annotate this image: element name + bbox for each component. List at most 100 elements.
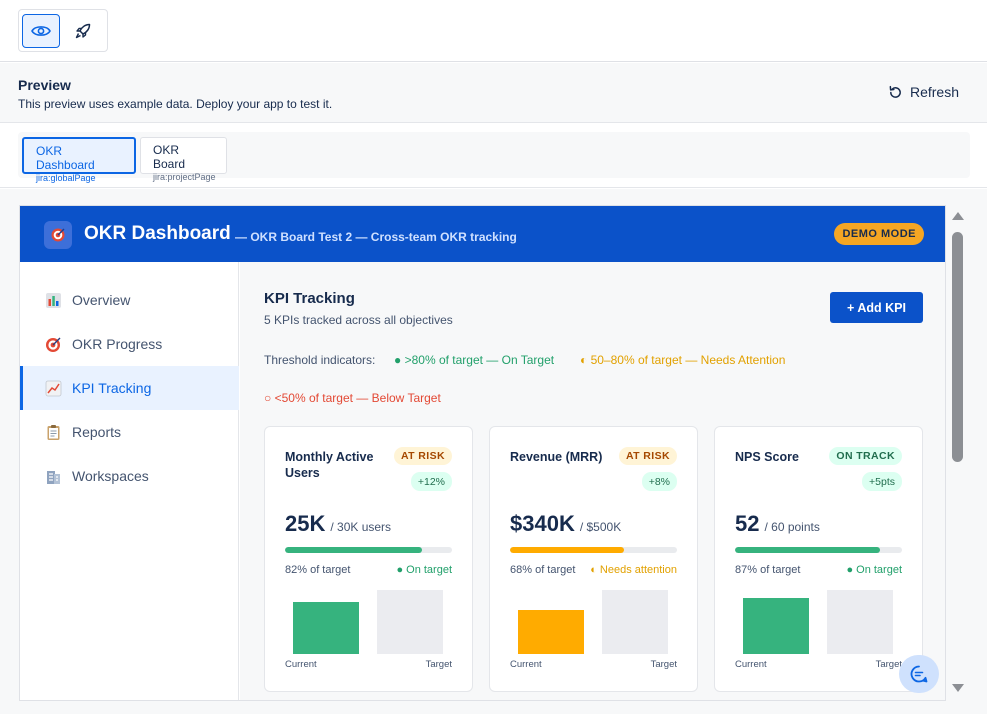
module-tab-okr-board[interactable]: OKR Board jira:projectPage bbox=[140, 137, 227, 182]
current-bar bbox=[518, 610, 584, 654]
state-label: ◐ Needs attention bbox=[590, 564, 677, 576]
scroll-thumb[interactable] bbox=[952, 232, 963, 462]
page-subtitle: 5 KPIs tracked across all objectives bbox=[264, 313, 453, 327]
add-kpi-button[interactable]: + Add KPI bbox=[830, 292, 923, 323]
status-badge: AT RISK bbox=[393, 447, 452, 465]
threshold-needs-attention: ◐ 50–80% of target — Needs Attention bbox=[580, 353, 786, 367]
sidebar-item-workspaces[interactable]: Workspaces bbox=[20, 454, 239, 498]
current-bar-label: Current bbox=[285, 659, 317, 670]
state-label: ● On target bbox=[846, 564, 902, 576]
scroll-down-arrow-icon[interactable] bbox=[951, 683, 965, 693]
eye-icon bbox=[31, 25, 51, 36]
value-row: $340K / $500K bbox=[510, 511, 621, 537]
bar-chart-icon bbox=[45, 292, 62, 309]
app-header: OKR Dashboard — OKR Board Test 2 — Cross… bbox=[20, 206, 945, 262]
current-bar-label: Current bbox=[735, 659, 767, 670]
status-badge: AT RISK bbox=[618, 447, 677, 465]
module-name: OKR Board bbox=[153, 143, 186, 171]
sidebar-item-overview[interactable]: Overview bbox=[20, 278, 239, 322]
threshold-below-target: ○ <50% of target — Below Target bbox=[264, 391, 441, 405]
preview-title: Preview bbox=[18, 77, 71, 93]
kpi-main: KPI Tracking 5 KPIs tracked across all o… bbox=[240, 262, 945, 700]
delta-badge: +12% bbox=[410, 472, 452, 491]
target-bar-label: Target bbox=[650, 659, 677, 670]
chat-icon bbox=[910, 665, 928, 683]
app-subtitle: — OKR Board Test 2 — Cross-team OKR trac… bbox=[235, 230, 517, 244]
current-bar bbox=[743, 598, 809, 654]
kpi-name: Revenue (MRR) bbox=[510, 450, 603, 464]
preview-bar: Preview This preview uses example data. … bbox=[0, 63, 987, 123]
target-icon bbox=[51, 228, 65, 242]
value-row: 52 / 60 points bbox=[735, 511, 820, 537]
vertical-scrollbar[interactable] bbox=[949, 205, 967, 698]
module-tab-okr-dashboard[interactable]: OKR Dashboard jira:globalPage bbox=[22, 137, 136, 183]
module-bar: OKR Dashboard jira:globalPage OKR Board … bbox=[0, 124, 987, 188]
target-bar bbox=[377, 590, 443, 654]
preview-stage: OKR Dashboard — OKR Board Test 2 — Cross… bbox=[0, 189, 987, 714]
module-strip: OKR Dashboard jira:globalPage OKR Board … bbox=[18, 132, 970, 183]
building-icon bbox=[45, 468, 62, 485]
preview-mode-button[interactable] bbox=[22, 13, 60, 48]
kpi-card[interactable]: NPS Score ON TRACK +5pts 52 / 60 points … bbox=[714, 426, 923, 692]
refresh-icon bbox=[889, 85, 901, 98]
chat-help-button[interactable] bbox=[899, 655, 939, 693]
view-mode-group bbox=[18, 9, 108, 52]
sidebar-item-label: Overview bbox=[72, 292, 131, 308]
app-logo bbox=[44, 221, 72, 249]
threshold-label: Threshold indicators: bbox=[264, 353, 376, 367]
scroll-up-arrow-icon[interactable] bbox=[951, 211, 965, 221]
target-value: / $500K bbox=[579, 520, 622, 534]
progress-bar bbox=[735, 547, 902, 553]
refresh-button[interactable]: Refresh bbox=[888, 84, 959, 100]
rocket-icon bbox=[75, 23, 91, 38]
sidebar-item-okr-progress[interactable]: OKR Progress bbox=[20, 322, 239, 366]
module-key: jira:globalPage bbox=[36, 173, 96, 183]
current-value: 25K bbox=[285, 511, 326, 536]
sidebar-item-label: KPI Tracking bbox=[72, 380, 152, 396]
target-value: / 30K users bbox=[330, 520, 392, 534]
module-key: jira:projectPage bbox=[153, 172, 216, 182]
current-value: 52 bbox=[735, 511, 760, 536]
clipboard-icon bbox=[45, 424, 62, 441]
kpi-card[interactable]: Revenue (MRR) AT RISK +8% $340K / $500K … bbox=[489, 426, 698, 692]
percent-of-target: 87% of target bbox=[735, 564, 801, 576]
delta-badge: +5pts bbox=[862, 472, 902, 491]
kpi-card[interactable]: Monthly Active Users AT RISK +12% 25K / … bbox=[264, 426, 473, 692]
progress-fill bbox=[510, 547, 624, 553]
refresh-label: Refresh bbox=[909, 84, 959, 100]
target-bar-label: Target bbox=[875, 659, 902, 670]
sidebar-item-label: OKR Progress bbox=[72, 336, 163, 352]
kpi-name: NPS Score bbox=[735, 450, 799, 464]
percent-of-target: 68% of target bbox=[510, 564, 576, 576]
demo-mode-badge: DEMO MODE bbox=[834, 223, 924, 245]
kpi-name: Monthly Active Users bbox=[285, 450, 374, 480]
mini-bar-chart bbox=[285, 587, 452, 654]
page-title: KPI Tracking bbox=[264, 290, 355, 307]
sidebar-item-label: Reports bbox=[72, 424, 122, 440]
current-bar-label: Current bbox=[510, 659, 542, 670]
state-label: ● On target bbox=[396, 564, 452, 576]
sidebar: Overview OKR Progress KPI Tracking Repor… bbox=[20, 262, 239, 700]
target-bar-label: Target bbox=[425, 659, 452, 670]
current-value: $340K bbox=[510, 511, 575, 536]
mini-bar-chart bbox=[735, 587, 902, 654]
threshold-on-target: ● >80% of target — On Target bbox=[394, 353, 555, 367]
app-title: OKR Dashboard bbox=[84, 223, 231, 244]
progress-bar bbox=[285, 547, 452, 553]
sidebar-item-label: Workspaces bbox=[72, 468, 149, 484]
sidebar-item-reports[interactable]: Reports bbox=[20, 410, 239, 454]
top-toolbar bbox=[0, 0, 987, 62]
target-bar bbox=[602, 590, 668, 654]
progress-fill bbox=[735, 547, 881, 553]
target-bar bbox=[827, 590, 893, 654]
progress-bar bbox=[510, 547, 677, 553]
trend-chart-icon bbox=[45, 380, 62, 397]
mini-bar-chart bbox=[510, 587, 677, 654]
module-name: OKR Dashboard bbox=[36, 144, 95, 172]
status-badge: ON TRACK bbox=[829, 447, 902, 465]
sidebar-item-kpi-tracking[interactable]: KPI Tracking bbox=[20, 366, 239, 410]
current-bar bbox=[293, 602, 359, 654]
deploy-mode-button[interactable] bbox=[64, 14, 102, 48]
target-value: / 60 points bbox=[764, 520, 820, 534]
percent-of-target: 82% of target bbox=[285, 564, 351, 576]
